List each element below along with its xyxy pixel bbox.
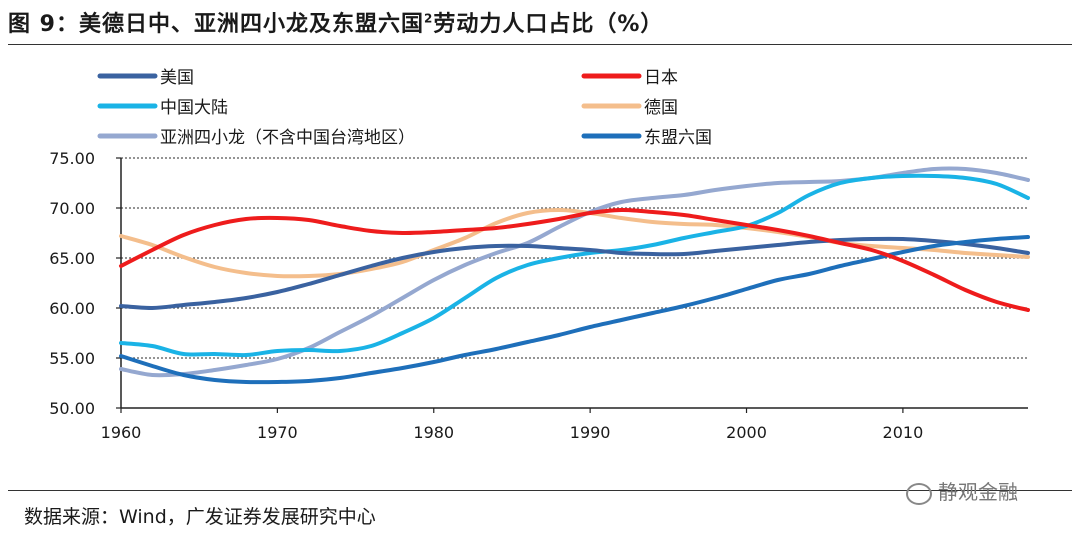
- x-tick-label: 2000: [726, 423, 767, 442]
- legend-label: 日本: [644, 68, 678, 88]
- wechat-icon: [906, 482, 932, 505]
- x-tick-label: 1960: [101, 423, 142, 442]
- series-line-5: [119, 235, 1030, 385]
- y-tick-label: 65.00: [49, 249, 95, 268]
- source-rule: [8, 490, 1072, 491]
- legend-label: 德国: [644, 98, 678, 118]
- title-rule: [8, 44, 1072, 45]
- x-tick-label: 1980: [413, 423, 454, 442]
- x-tick-label: 1970: [257, 423, 298, 442]
- y-tick-label: 75.00: [49, 149, 95, 168]
- series-line-2: [119, 173, 1030, 358]
- series-line-1: [119, 207, 1030, 312]
- y-tick-label: 50.00: [49, 399, 95, 418]
- x-tick-label: 1990: [570, 423, 611, 442]
- legend-label: 东盟六国: [644, 128, 712, 148]
- series-line-4: [119, 166, 1030, 378]
- watermark: 静观金融: [906, 476, 1018, 505]
- series-line-0: [119, 236, 1030, 311]
- x-tick-label: 2010: [883, 423, 924, 442]
- source-note: 数据来源：Wind，广发证券发展研究中心: [24, 506, 376, 528]
- series-line-3: [119, 208, 1030, 279]
- legend-label: 中国大陆: [160, 98, 228, 118]
- y-tick-label: 70.00: [49, 199, 95, 218]
- y-tick-label: 55.00: [49, 349, 95, 368]
- y-tick-label: 60.00: [49, 299, 95, 318]
- legend-label: 亚洲四小龙（不含中国台湾地区）: [160, 128, 415, 148]
- legend-label: 美国: [160, 68, 194, 88]
- chart-title: 图 9：美德日中、亚洲四小龙及东盟六国2劳动力人口占比（%）: [8, 11, 664, 37]
